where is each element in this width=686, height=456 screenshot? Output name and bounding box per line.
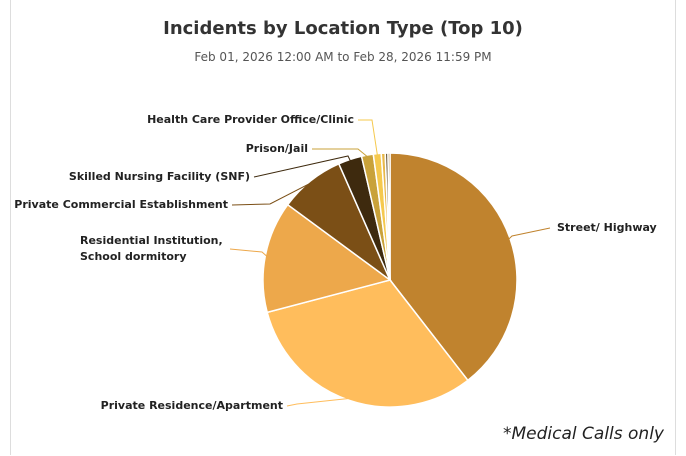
leader-line bbox=[229, 248, 268, 257]
leader-line bbox=[231, 182, 313, 206]
pie-slice bbox=[387, 152, 391, 281]
annotation: *Medical Calls only bbox=[503, 424, 664, 444]
chart-subtitle: Feb 01, 2026 12:00 AM to Feb 28, 2026 11… bbox=[194, 50, 492, 64]
slice-label: Prison/Jail bbox=[245, 142, 308, 155]
leader-line bbox=[253, 155, 352, 178]
leader-line bbox=[286, 397, 350, 407]
slice-label: Residential Institution, School dormitor… bbox=[80, 234, 223, 263]
pie-slice bbox=[389, 152, 518, 382]
slice-label: Private Commercial Establishment bbox=[14, 198, 228, 211]
leader-line bbox=[312, 148, 369, 158]
slice-label: Private Residence/Apartment bbox=[100, 399, 283, 412]
leader-line bbox=[358, 119, 378, 156]
slice-label: Skilled Nursing Facility (SNF) bbox=[68, 170, 250, 183]
card bbox=[10, 0, 676, 455]
leader-line bbox=[507, 227, 551, 240]
pie-slice bbox=[266, 279, 469, 408]
pie-slice bbox=[262, 203, 392, 314]
chart-title: Incidents by Location Type (Top 10) bbox=[163, 18, 523, 39]
slice-label: Street/ Highway bbox=[557, 221, 657, 234]
slice-label: Health Care Provider Office/Clinic bbox=[147, 113, 354, 126]
